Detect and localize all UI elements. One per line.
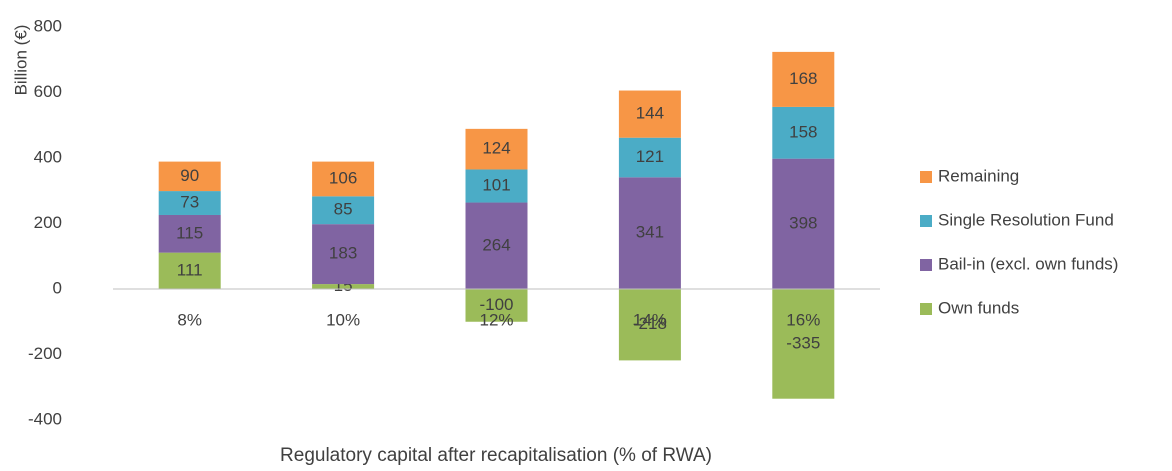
bar-segment [465, 202, 528, 289]
x-tick-label: 16% [786, 310, 820, 329]
data-label: 106 [329, 168, 357, 187]
y-tick-label: 200 [34, 213, 62, 232]
data-label: 90 [180, 166, 199, 185]
legend-swatch [920, 303, 932, 315]
bar-segment [158, 252, 221, 289]
bar-segment [312, 161, 375, 197]
data-label: 101 [482, 175, 510, 194]
data-label: 168 [789, 69, 817, 88]
x-tick-label: 8% [177, 310, 202, 329]
bar-segment [158, 214, 221, 253]
bar-segment [465, 128, 528, 170]
data-label: 264 [482, 235, 510, 254]
legend-label: Remaining [938, 166, 1019, 185]
y-tick-label: 0 [53, 278, 62, 297]
bar-segment [312, 284, 375, 289]
bar-segment [618, 177, 681, 289]
legend-swatch [920, 171, 932, 183]
bar-segment [618, 137, 681, 178]
bar-segment [618, 90, 681, 138]
data-label: 341 [636, 223, 664, 242]
legend-label: Bail-in (excl. own funds) [938, 254, 1118, 273]
y-axis-label: Billion (€) [11, 25, 30, 96]
bar-segment [465, 289, 528, 322]
bar-segment [772, 289, 835, 399]
x-tick-label: 10% [326, 310, 360, 329]
bar-segment [465, 169, 528, 203]
data-label: -218 [633, 314, 667, 333]
data-label: 111 [177, 260, 203, 279]
x-axis-label: Regulatory capital after recapitalisatio… [280, 445, 712, 466]
data-label: 73 [180, 193, 199, 212]
data-label: -335 [786, 333, 820, 352]
data-label: 158 [789, 122, 817, 141]
data-label: 124 [482, 139, 510, 158]
y-tick-label: 800 [34, 16, 62, 35]
x-tick-label: 14% [633, 310, 667, 329]
data-label: 398 [789, 213, 817, 232]
bar-segment [158, 161, 221, 192]
data-label: 144 [636, 104, 664, 123]
data-label: 85 [334, 200, 353, 219]
bar-segment [772, 106, 835, 159]
x-tick-label: 12% [479, 310, 513, 329]
legend-label: Single Resolution Fund [938, 210, 1114, 229]
bar-segment [312, 224, 375, 285]
legend-label: Own funds [938, 298, 1019, 317]
bar-segment [772, 51, 835, 107]
bar-segment [158, 191, 221, 215]
bar-segment [618, 289, 681, 361]
legend-swatch [920, 215, 932, 227]
y-tick-label: -200 [28, 344, 62, 363]
data-label: 183 [329, 244, 357, 263]
legend-swatch [920, 259, 932, 271]
data-label: 121 [636, 147, 664, 166]
bar-segment [312, 196, 375, 225]
y-tick-label: 400 [34, 147, 62, 166]
data-label: -100 [479, 295, 513, 314]
y-tick-label: 600 [34, 82, 62, 101]
data-label: 115 [176, 223, 203, 242]
bar-segment [772, 158, 835, 289]
y-tick-label: -400 [28, 409, 62, 428]
